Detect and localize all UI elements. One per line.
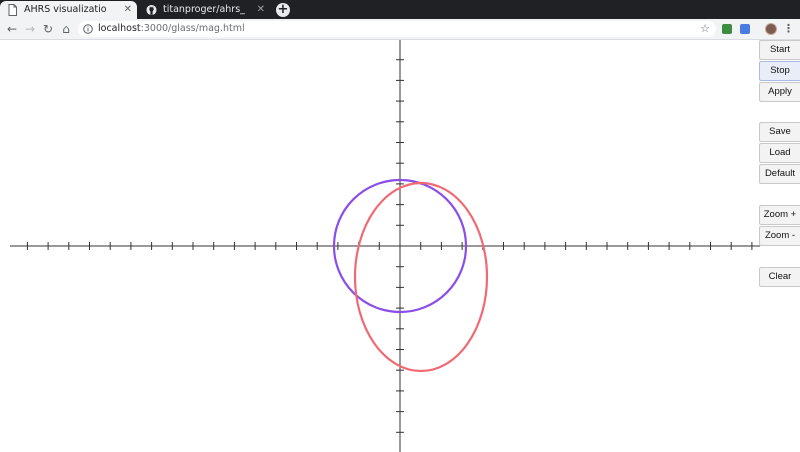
default-button[interactable]: Default xyxy=(759,164,800,184)
load-button[interactable]: Load xyxy=(759,143,800,163)
profile-avatar[interactable] xyxy=(765,23,777,35)
close-tab-icon[interactable]: ✕ xyxy=(256,4,265,15)
clear-button[interactable]: Clear xyxy=(759,267,800,287)
tab-title: AHRS visualization examp xyxy=(24,4,106,15)
tab-ahrs-visualization[interactable]: AHRS visualization examp ✕ xyxy=(0,1,137,19)
new-tab-button[interactable]: + xyxy=(276,2,290,17)
apply-button[interactable]: Apply xyxy=(759,82,800,102)
stop-button[interactable]: Stop xyxy=(759,61,800,81)
reload-icon[interactable]: ↻ xyxy=(42,22,54,36)
zoom-out-button[interactable]: Zoom - xyxy=(759,226,800,246)
address-bar[interactable]: localhost:3000/glass/mag.html ☆ xyxy=(78,21,716,37)
bookmark-star-icon[interactable]: ☆ xyxy=(700,22,710,35)
close-tab-icon[interactable]: ✕ xyxy=(123,4,132,15)
github-icon xyxy=(146,4,157,16)
tab-strip: AHRS visualization examp ✕ titanproger/a… xyxy=(0,0,800,19)
browser-toolbar: ← → ↻ ⌂ localhost:3000/glass/mag.html ☆ … xyxy=(0,19,800,40)
back-icon[interactable]: ← xyxy=(6,22,18,36)
document-icon xyxy=(8,4,17,16)
axes xyxy=(10,40,760,452)
forward-icon[interactable]: → xyxy=(24,22,36,36)
purple-ellipse xyxy=(332,178,468,314)
start-button[interactable]: Start xyxy=(759,40,800,60)
home-icon[interactable]: ⌂ xyxy=(62,22,70,36)
url-path: :3000/glass/mag.html xyxy=(140,23,245,34)
magnetometer-plot xyxy=(10,40,760,452)
save-button[interactable]: Save xyxy=(759,122,800,142)
red-ellipse xyxy=(353,181,489,373)
tab-title: titanproger/ahrs_web_vi xyxy=(163,4,245,15)
url-host: localhost xyxy=(98,23,141,34)
tab-github-repo[interactable]: titanproger/ahrs_web_vi ✕ xyxy=(139,1,270,19)
url-text: localhost:3000/glass/mag.html xyxy=(98,21,245,37)
browser-menu-icon[interactable]: ⋮ xyxy=(783,22,794,35)
translate-extension-icon[interactable] xyxy=(740,24,750,34)
zoom-in-button[interactable]: Zoom + xyxy=(759,205,800,225)
extension-icon[interactable] xyxy=(722,24,732,34)
info-icon[interactable] xyxy=(83,24,93,34)
